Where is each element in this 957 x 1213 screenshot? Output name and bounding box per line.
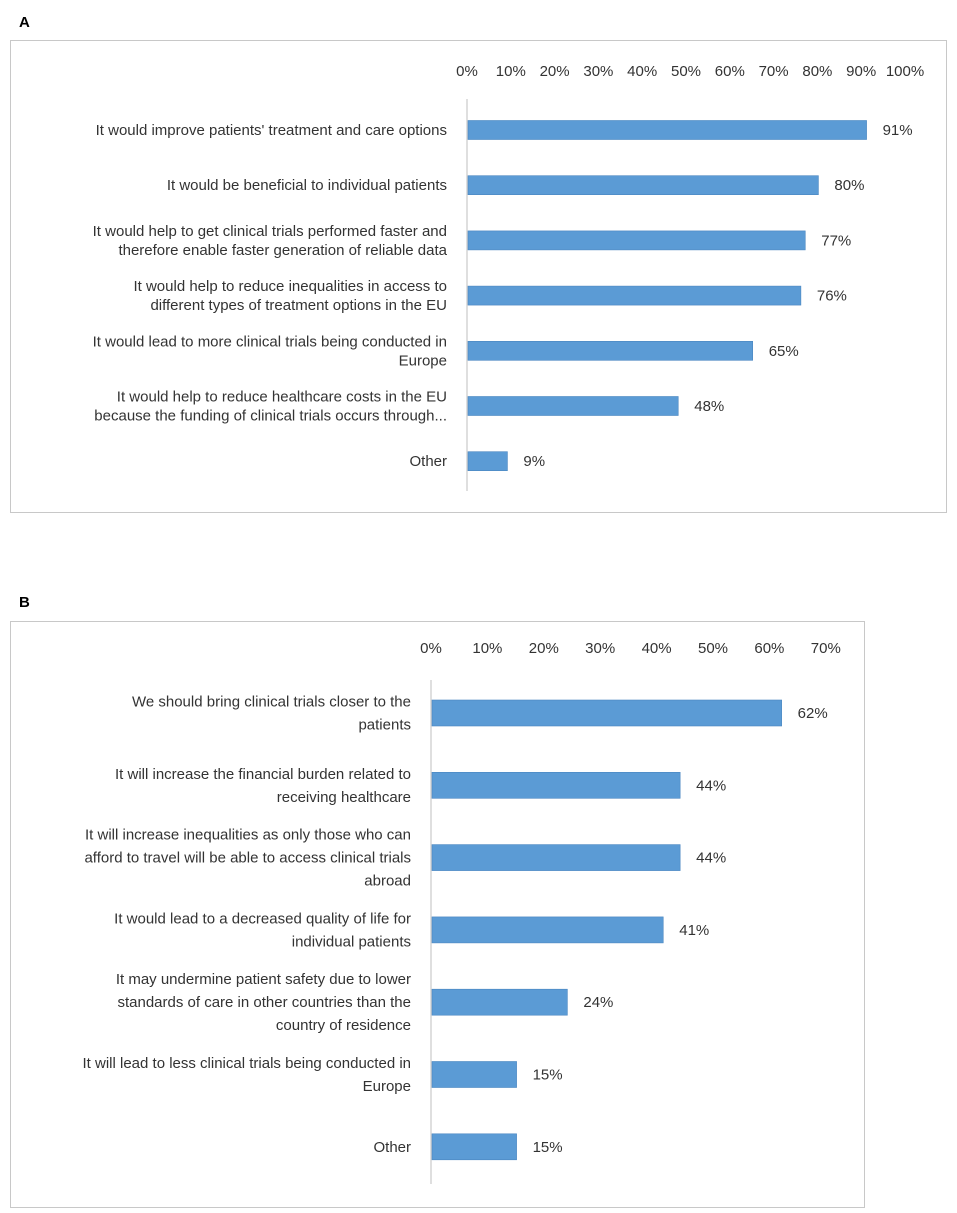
chart-a: 0% 10% 20% 30% 40% 50% 60% 70% 80% 90% 100% 91% It w… [93, 63, 924, 491]
bar-a [467, 340, 754, 361]
x-tick-label-b: 50% [698, 640, 728, 657]
panel-letter-b: B [19, 594, 30, 611]
category-label-b: Other [373, 1139, 411, 1156]
bar-a [467, 175, 819, 195]
bar-a [467, 120, 867, 140]
bar-b [431, 916, 664, 944]
x-tick-label-b: 20% [529, 640, 559, 657]
category-label-a: It would be beneficial to individual pat… [167, 177, 447, 194]
x-tick-label-b: 60% [754, 640, 784, 657]
category-label-b: It may undermine patient safety due to l… [116, 971, 411, 1034]
bar-b [431, 1061, 517, 1088]
chart-b: 0% 10% 20% 30% 40% 50% 60% 70% 62% We should brin… [83, 640, 841, 1184]
x-tick-label-a: 20% [540, 63, 570, 80]
x-tick-label-a: 50% [671, 63, 701, 80]
x-tick-label-a: 10% [496, 63, 526, 80]
chart-b-frame: 0% 10% 20% 30% 40% 50% 60% 70% 62% We should brin… [10, 621, 865, 1208]
bar-b [431, 988, 568, 1016]
category-label-b: It will lead to less clinical trials bei… [83, 1055, 412, 1095]
x-tick-label-b: 30% [585, 640, 615, 657]
x-tick-label-a: 60% [715, 63, 745, 80]
data-label-a: 80% [834, 177, 864, 194]
category-label-b: It will increase inequalities as only th… [84, 827, 411, 890]
x-tick-label-a: 100% [886, 63, 924, 80]
panel-letter-a: A [19, 14, 30, 31]
x-tick-label-b: 0% [420, 640, 442, 657]
data-label-a: 9% [523, 453, 545, 470]
x-tick-label-a: 80% [802, 63, 832, 80]
data-label-b: 44% [696, 850, 726, 867]
x-tick-label-a: 40% [627, 63, 657, 80]
bar-a [467, 285, 802, 306]
category-label-a: It would help to reduce healthcare costs… [94, 389, 447, 425]
category-label-a: It would improve patients' treatment and… [96, 122, 447, 139]
data-label-a: 91% [883, 122, 913, 139]
x-tick-label-a: 0% [456, 63, 478, 80]
category-label-b: We should bring clinical trials closer t… [132, 694, 411, 734]
bar-b [431, 699, 782, 727]
data-label-a: 76% [817, 288, 847, 305]
bar-b [431, 772, 681, 799]
bar-b [431, 844, 681, 871]
x-tick-label-b: 40% [642, 640, 672, 657]
data-label-a: 48% [694, 398, 724, 415]
data-label-a: 65% [769, 343, 799, 360]
category-label-a: It would help to get clinical trials per… [93, 223, 448, 259]
chart-a-frame: 0% 10% 20% 30% 40% 50% 60% 70% 80% 90% 100% 91% It w… [10, 40, 947, 513]
category-label-a: Other [409, 453, 447, 470]
bar-a [467, 451, 508, 472]
data-label-b: 24% [583, 994, 613, 1011]
category-label-b: It would lead to a decreased quality of … [114, 910, 411, 950]
data-label-b: 44% [696, 777, 726, 794]
data-label-b: 62% [798, 705, 828, 722]
x-tick-label-b: 10% [472, 640, 502, 657]
bar-b [431, 1133, 517, 1161]
x-tick-label-b: 70% [811, 640, 841, 657]
x-tick-label-a: 30% [583, 63, 613, 80]
x-tick-label-a: 70% [759, 63, 789, 80]
data-label-b: 15% [533, 1067, 563, 1084]
bar-a [467, 230, 806, 251]
data-label-b: 15% [533, 1139, 563, 1156]
data-label-b: 41% [679, 922, 709, 939]
data-label-a: 77% [821, 232, 851, 249]
category-label-a: It would help to reduce inequalities in … [133, 278, 447, 314]
bar-a [467, 396, 679, 416]
category-label-b: It will increase the financial burden re… [115, 766, 411, 806]
category-label-a: It would lead to more clinical trials be… [93, 333, 447, 369]
x-tick-label-a: 90% [846, 63, 876, 80]
